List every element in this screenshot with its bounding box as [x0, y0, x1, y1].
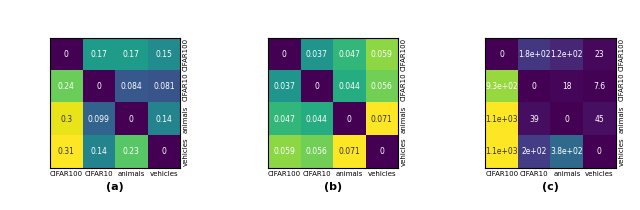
Text: 0.071: 0.071 [371, 115, 392, 124]
Text: 0.056: 0.056 [305, 147, 328, 156]
Text: 0.084: 0.084 [120, 82, 142, 91]
Text: 0: 0 [379, 147, 384, 156]
Text: 1.1e+03: 1.1e+03 [485, 147, 518, 156]
Text: 0.31: 0.31 [58, 147, 75, 156]
Text: 0.059: 0.059 [273, 147, 295, 156]
Text: 0: 0 [597, 147, 602, 156]
Text: 0.17: 0.17 [123, 50, 140, 59]
Text: 0: 0 [129, 115, 134, 124]
Text: 0: 0 [161, 147, 166, 156]
Text: 0.047: 0.047 [338, 50, 360, 59]
Text: 18: 18 [562, 82, 572, 91]
Text: 2e+02: 2e+02 [522, 147, 547, 156]
Text: 0.044: 0.044 [305, 115, 328, 124]
Text: 7.6: 7.6 [593, 82, 605, 91]
Text: 1.8e+02: 1.8e+02 [518, 50, 550, 59]
Text: 0: 0 [564, 115, 569, 124]
Text: 0.23: 0.23 [123, 147, 140, 156]
X-axis label: (a): (a) [106, 182, 124, 192]
Text: 39: 39 [529, 115, 539, 124]
Text: 0: 0 [532, 82, 537, 91]
Text: 0.099: 0.099 [88, 115, 109, 124]
Text: 45: 45 [595, 115, 604, 124]
Text: 0.056: 0.056 [371, 82, 392, 91]
Text: 0: 0 [97, 82, 101, 91]
Text: 0: 0 [282, 50, 287, 59]
Text: 0.14: 0.14 [156, 115, 172, 124]
Text: 23: 23 [595, 50, 604, 59]
Text: 0.059: 0.059 [371, 50, 392, 59]
Text: 0: 0 [64, 50, 68, 59]
Text: 1.1e+03: 1.1e+03 [485, 115, 518, 124]
Text: 0.24: 0.24 [58, 82, 75, 91]
X-axis label: (b): (b) [324, 182, 342, 192]
Text: 0: 0 [499, 50, 504, 59]
Text: 0.047: 0.047 [273, 115, 295, 124]
X-axis label: (c): (c) [542, 182, 559, 192]
Text: 0.15: 0.15 [156, 50, 172, 59]
Text: 0: 0 [314, 82, 319, 91]
Text: 0.071: 0.071 [338, 147, 360, 156]
Text: 0: 0 [347, 115, 351, 124]
Text: 3.8e+02: 3.8e+02 [550, 147, 583, 156]
Text: 9.3e+02: 9.3e+02 [485, 82, 518, 91]
Text: 0.3: 0.3 [60, 115, 72, 124]
Text: 1.2e+02: 1.2e+02 [550, 50, 583, 59]
Text: 0.037: 0.037 [305, 50, 328, 59]
Text: 0.17: 0.17 [90, 50, 108, 59]
Text: 0.037: 0.037 [273, 82, 295, 91]
Text: 0.14: 0.14 [90, 147, 108, 156]
Text: 0.081: 0.081 [153, 82, 175, 91]
Text: 0.044: 0.044 [338, 82, 360, 91]
